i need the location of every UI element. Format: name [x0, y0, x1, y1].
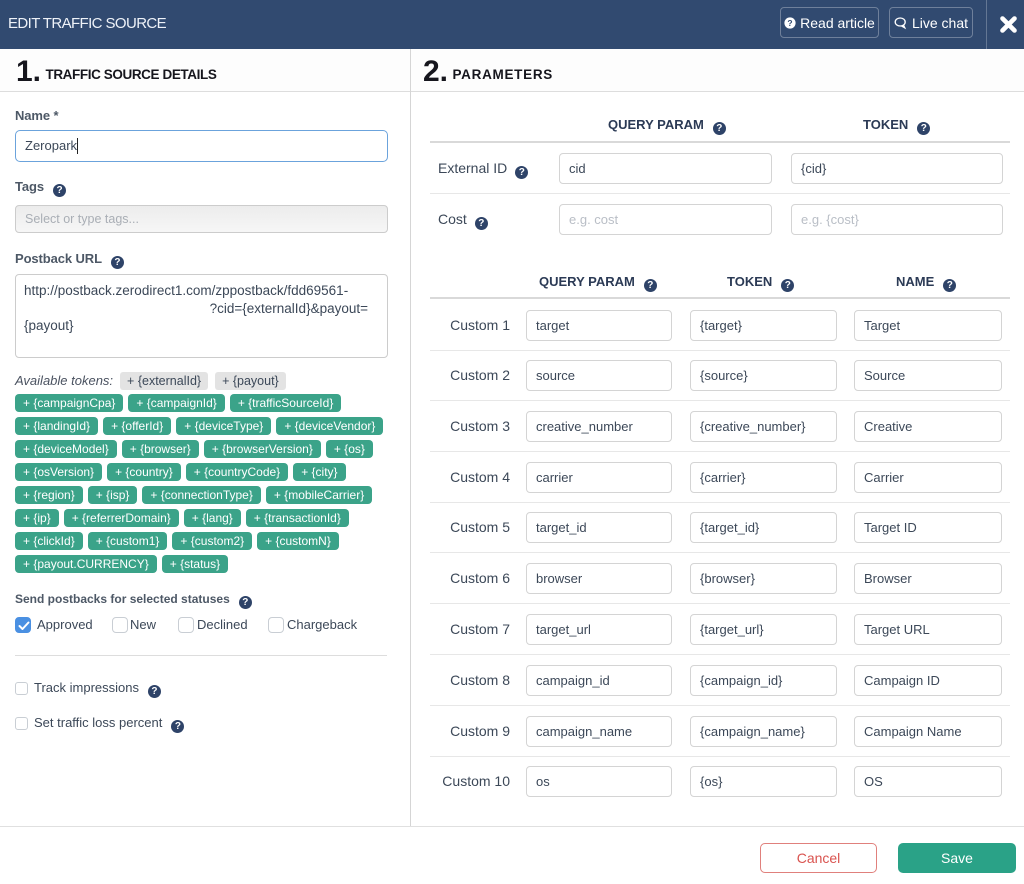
svg-text:?: ? — [788, 18, 793, 28]
